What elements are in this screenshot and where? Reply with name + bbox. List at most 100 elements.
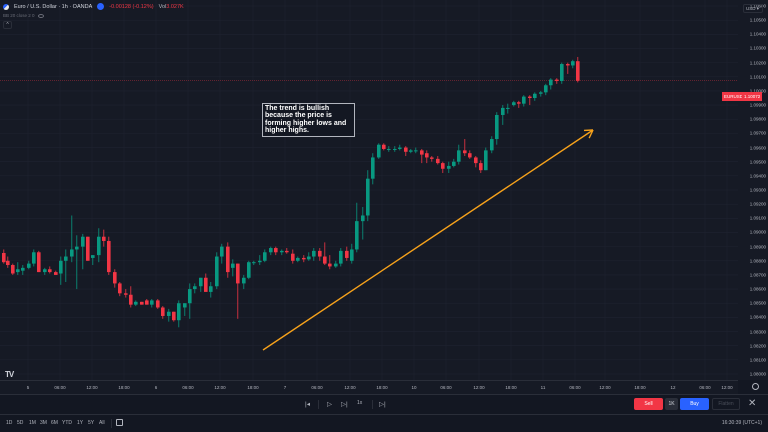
candle: [226, 242, 230, 278]
candle: [113, 269, 117, 288]
candle: [204, 273, 208, 292]
candle: [188, 283, 192, 319]
candle: [258, 255, 262, 266]
jump-to-start-icon[interactable]: |◂: [305, 401, 310, 408]
eye-hidden-icon[interactable]: [37, 13, 44, 18]
clock-timezone[interactable]: 16:30:39 (UTC+1): [721, 420, 762, 426]
divider: [318, 400, 319, 409]
annotation-text-box[interactable]: The trend is bullish because the price i…: [262, 103, 355, 137]
range-1d[interactable]: 1D: [6, 420, 13, 426]
price-axis[interactable]: 1.10600 1.10500 1.10400 1.10300 1.10200 1.101…: [738, 0, 768, 380]
step-forward-icon[interactable]: ▷|: [341, 401, 348, 408]
go-to-date-calendar-icon[interactable]: [116, 419, 123, 426]
range-1m[interactable]: 1M: [29, 420, 36, 426]
candle: [323, 242, 327, 266]
currency-selector[interactable]: USD ▾: [743, 4, 763, 13]
indicator-legend[interactable]: BB 20 close 2 0: [3, 13, 44, 18]
time-tick: 12:00: [86, 385, 98, 390]
range-3m[interactable]: 3M: [40, 420, 47, 426]
candle: [560, 62, 564, 84]
time-tick: 06:00: [440, 385, 452, 390]
range-5d[interactable]: 5D: [17, 420, 24, 426]
range-all[interactable]: All: [99, 420, 105, 426]
candle: [81, 233, 85, 270]
time-tick: 12:00: [344, 385, 356, 390]
candle: [107, 236, 111, 275]
play-icon[interactable]: ▷: [327, 401, 332, 408]
collapse-legend-button[interactable]: ^: [3, 21, 12, 29]
candle: [167, 308, 171, 322]
candle: [441, 161, 445, 174]
candle: [436, 156, 440, 165]
range-6m[interactable]: 6M: [51, 420, 58, 426]
chart-legend: Euro / U.S. Dollar · 1h · OANDA -0.00128…: [3, 3, 184, 10]
candle: [339, 248, 343, 267]
candle: [231, 259, 235, 277]
price-tick: 1.09300: [749, 187, 766, 193]
price-tick: 1.08800: [749, 258, 766, 264]
candle: [263, 249, 267, 263]
time-tick: 12:00: [721, 385, 733, 390]
candle: [274, 246, 278, 256]
range-1y[interactable]: 1Y: [77, 420, 84, 426]
price-tick: 1.09500: [749, 159, 766, 165]
buy-button[interactable]: Buy: [680, 398, 709, 410]
candle: [183, 303, 187, 316]
candle: [366, 170, 370, 222]
candle: [209, 282, 213, 298]
time-tick: 10: [411, 385, 417, 390]
candle: [220, 243, 224, 264]
time-tick: 12:00: [214, 385, 226, 390]
candle: [64, 249, 68, 283]
candle: [393, 146, 397, 152]
time-axis[interactable]: 5 06:00 12:00 18:00 6 06:00 12:00 18:00 7 06:00 12…: [0, 380, 738, 394]
time-tick: 06:00: [54, 385, 66, 390]
quantity-button[interactable]: 1K: [665, 398, 678, 410]
trend-arrow[interactable]: [262, 129, 594, 351]
candle: [97, 228, 101, 263]
time-tick: 06:00: [699, 385, 711, 390]
candle: [140, 301, 144, 305]
price-tick: 1.09800: [749, 116, 766, 122]
time-tick: 18:00: [376, 385, 388, 390]
candle: [172, 311, 176, 322]
range-5y[interactable]: 5Y: [88, 420, 95, 426]
chart-canvas[interactable]: [0, 0, 738, 380]
indicator-label: BB 20 close 2 0: [3, 13, 35, 18]
price-tick: 1.08100: [749, 357, 766, 363]
price-tick: 1.08400: [749, 314, 766, 320]
sell-button[interactable]: Sell: [634, 398, 663, 410]
candle: [468, 150, 472, 159]
settings-gear-icon[interactable]: [752, 383, 759, 390]
price-tick: 1.09900: [749, 102, 766, 108]
time-tick: 06:00: [569, 385, 581, 390]
candle: [269, 246, 273, 256]
tradingview-logo[interactable]: TV: [5, 370, 14, 379]
close-replay-icon[interactable]: ✕: [748, 398, 757, 409]
candle: [414, 147, 418, 154]
speed-selector[interactable]: 1x: [357, 400, 363, 406]
candle: [54, 270, 58, 275]
candle: [425, 150, 429, 164]
candle: [517, 100, 521, 108]
price-tick: 1.09000: [749, 229, 766, 235]
candle: [312, 248, 316, 261]
range-ytd[interactable]: YTD: [62, 420, 72, 426]
divider: [372, 400, 373, 409]
jump-to-realtime-icon[interactable]: ▷|: [379, 401, 386, 408]
symbol-title[interactable]: Euro / U.S. Dollar · 1h · OANDA: [14, 3, 93, 10]
symbol-flag-icon: [3, 3, 9, 10]
candle: [328, 255, 332, 270]
candle: [533, 92, 537, 101]
market-status-icon[interactable]: [97, 3, 105, 10]
symbol-price-tag: EURUSD: [722, 92, 746, 101]
candlestick-plot[interactable]: [0, 0, 738, 380]
candle: [91, 255, 95, 266]
candle: [59, 256, 63, 285]
flatten-button[interactable]: Flatten: [712, 398, 740, 410]
price-tick: 1.09700: [749, 130, 766, 136]
candle: [549, 78, 553, 90]
time-tick: 6: [154, 385, 158, 390]
candle: [134, 300, 138, 307]
candle: [75, 235, 79, 290]
